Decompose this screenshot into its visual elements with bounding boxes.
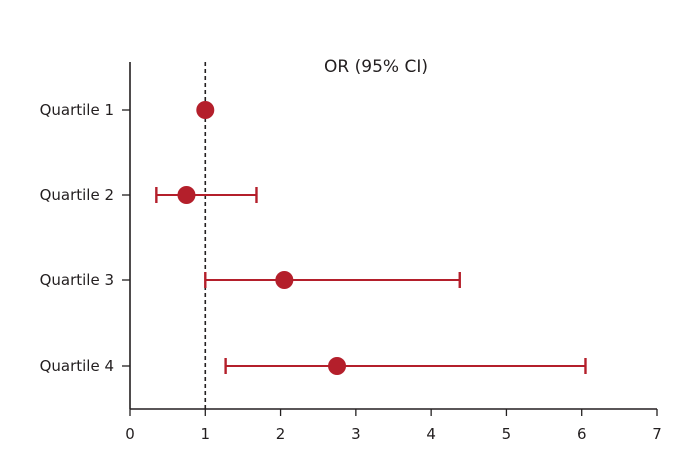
x-tick-label: 3 <box>351 425 361 443</box>
axes: 0 1 2 3 4 5 6 7 <box>122 62 662 443</box>
category-label: Quartile 1 <box>40 101 114 119</box>
or-point <box>328 357 347 375</box>
or-point <box>196 101 215 119</box>
category-label: Quartile 3 <box>40 271 114 289</box>
x-tick-label: 1 <box>201 425 211 443</box>
category-labels: Quartile 1 Quartile 2 Quartile 3 Quartile 4 <box>40 101 114 375</box>
x-tick-label: 0 <box>125 425 135 443</box>
x-tick-label: 5 <box>502 425 512 443</box>
x-tick-label: 7 <box>652 425 662 443</box>
x-tick-label: 6 <box>577 425 587 443</box>
chart-title: OR (95% CI) <box>324 57 428 77</box>
x-tick-label: 4 <box>426 425 436 443</box>
or-point <box>177 186 196 204</box>
category-label: Quartile 4 <box>40 357 114 375</box>
category-label: Quartile 2 <box>40 186 114 204</box>
x-tick-label: 2 <box>276 425 286 443</box>
data-marks <box>155 101 587 375</box>
or-point <box>275 271 294 289</box>
